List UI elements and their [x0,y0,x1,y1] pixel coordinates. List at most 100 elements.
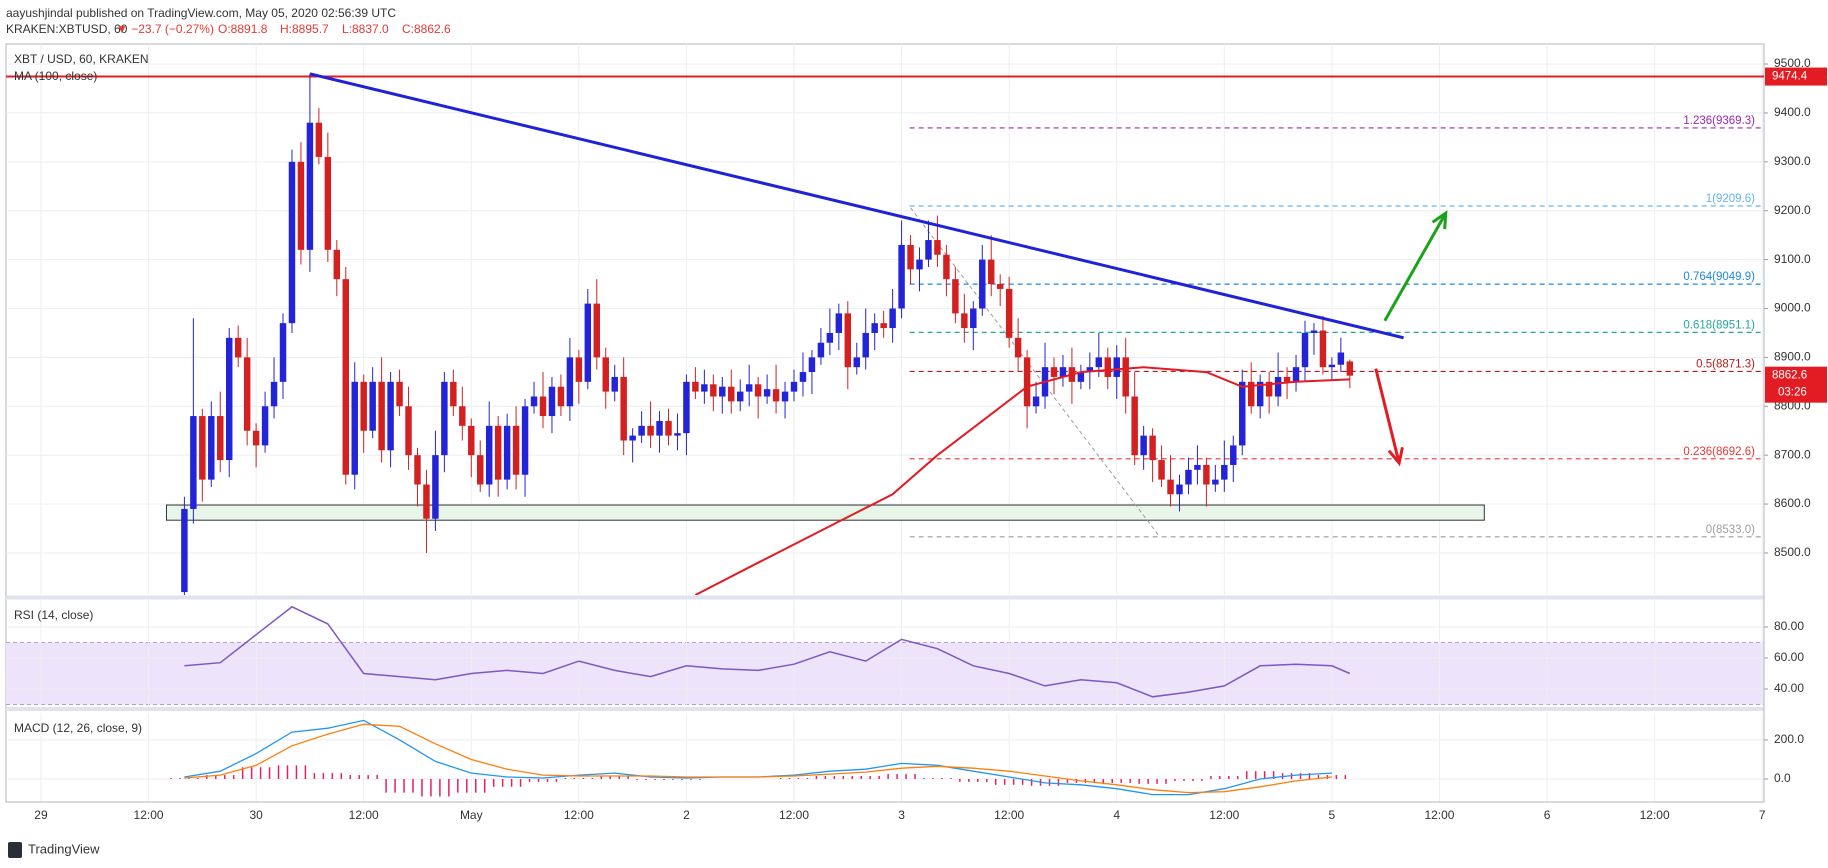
candle-body [781,391,789,402]
candle-body [745,384,753,392]
rsi-line [184,605,1351,698]
high: H:8895.7 [280,22,329,36]
candle-body [1256,381,1264,407]
candle-body [772,389,780,402]
fib-label: 0.618(8951.1) [1683,319,1755,331]
last-price-label: 8862.6 [1772,370,1807,382]
candle-body [763,389,771,397]
candle-body [1328,364,1336,368]
x-tick-label: 3 [898,808,905,822]
panel-title: MACD (12, 26, close, 9) [14,721,142,735]
candle-body [736,391,744,402]
x-tick-label: 7 [1759,808,1766,822]
fib-label: 0(8533.0) [1706,524,1755,536]
candle-body [1077,372,1085,382]
logo-icon [8,842,22,858]
candle-body [1185,469,1192,485]
y-tick-label: 40.00 [1774,681,1804,695]
x-tick-label: 4 [1113,808,1120,822]
x-tick-label: 6 [1544,808,1551,822]
candle-body [584,303,592,382]
x-tick-label: 12:00 [1424,808,1454,822]
candle-body [1247,381,1255,407]
candle-body [1176,484,1183,495]
candle-body [656,420,663,436]
candle-body [1167,479,1174,495]
last-price-tag [1765,366,1827,403]
y-tick-label: 9500.0 [1774,56,1811,70]
candle-body [1337,352,1345,365]
candle-body [790,381,798,392]
candle-body [835,313,843,333]
candle-body [853,357,860,368]
y-tick-label: 9300.0 [1774,154,1811,168]
fib-label: 1(9209.6) [1706,193,1755,205]
candle-body [907,244,914,270]
open: O:8891.8 [218,22,268,36]
candle-body [1319,330,1327,368]
candle-body [468,425,475,456]
candle-body [369,381,376,431]
candle-body [1221,464,1228,480]
candle-body [934,240,941,255]
y-tick-label: 200.0 [1774,732,1804,746]
y-tick-label: 60.00 [1774,650,1804,664]
resistance-tag-label: 9474.4 [1772,71,1808,83]
candle-body [665,420,672,436]
candle-body [539,396,547,417]
candle-body [1274,376,1282,397]
candle-body [593,303,601,358]
candle-body [970,308,977,329]
candle-body [647,425,654,436]
candle-body [979,259,986,309]
fib-label: 0.236(8692.6) [1683,446,1755,458]
candle-body [414,455,421,485]
x-tick-label: 12:00 [134,808,164,822]
candle-body [817,342,825,358]
arrow-head [1431,210,1448,230]
candle-body [423,484,430,519]
low: L:8837.0 [342,22,389,36]
candle-body [880,323,887,329]
moving-average [694,366,1350,595]
candle-body [557,386,565,407]
candle-body [1203,464,1210,485]
support-zone [165,504,1485,521]
candle-body [1122,357,1129,397]
x-tick-label: 12:00 [564,808,594,822]
candle-body [1283,376,1291,382]
fib-diagonal [910,207,1161,538]
candle-body [1301,332,1309,368]
candle-body [360,381,367,431]
candle-body [1050,367,1058,377]
candle-body [683,381,690,434]
candle-body [961,313,968,329]
candle-body [1158,460,1165,480]
trendline [309,72,1404,340]
price-pane [6,72,1764,595]
y-tick-label: 8600.0 [1774,496,1811,510]
candle-body [494,425,502,480]
candle-body [459,406,466,426]
x-tick-label: 2 [683,808,690,822]
candle-body [638,425,645,436]
y-tick-label: 9400.0 [1774,105,1811,119]
logo: TradingView [8,841,100,858]
candle-body [1104,357,1112,377]
candle-body [674,433,681,436]
candle-body [611,376,618,392]
candle-body [1095,357,1103,368]
candle-body [387,381,394,451]
candle-body [190,416,197,509]
candle-body [485,425,493,485]
candle-body [1059,367,1067,377]
candle-body [1194,464,1201,470]
close: C:8862.6 [402,22,451,36]
panel-title: XBT / USD, 60, KRAKEN [14,52,149,66]
panel-separator [6,707,1764,711]
candle-body [1113,357,1120,377]
candle-body [405,406,412,456]
candle-body [270,381,278,407]
y-tick-label: 9200.0 [1774,203,1811,217]
